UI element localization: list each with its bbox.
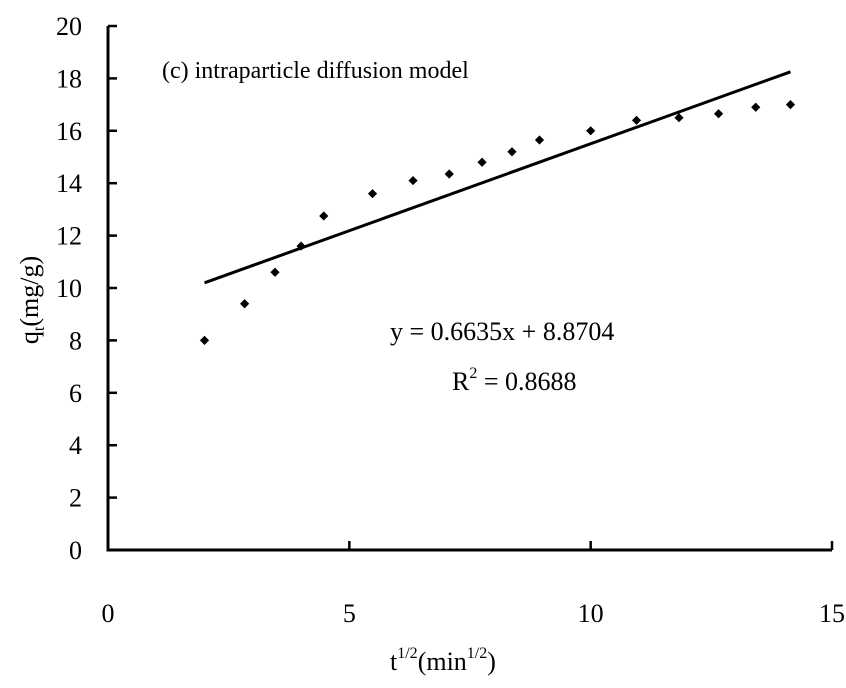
y-tick-label: 4 <box>69 431 82 460</box>
y-tick-label: 12 <box>56 222 82 251</box>
x-axis-title-sup: 1/2 <box>397 645 417 662</box>
y-axis-ticks: 0 2 4 6 8 10 12 14 16 18 20 <box>56 12 117 565</box>
x-tick-label: 5 <box>343 599 356 628</box>
x-axis-title-unit-close: ) <box>487 647 496 676</box>
y-tick-label: 14 <box>56 169 82 198</box>
r-squared-value: = 0.8688 <box>477 367 576 396</box>
data-point <box>477 157 487 167</box>
x-axis-title-unit-sup: 1/2 <box>467 645 487 662</box>
data-point <box>408 175 418 186</box>
data-point <box>785 100 796 110</box>
y-tick-label: 0 <box>69 536 82 565</box>
data-point <box>296 241 306 251</box>
y-axis-title-unit: (mg/g) <box>15 256 44 327</box>
x-tick-label: 0 <box>102 599 115 628</box>
data-point <box>507 147 517 157</box>
data-point <box>270 267 280 277</box>
data-point <box>319 211 329 221</box>
data-point <box>444 169 454 179</box>
data-point <box>367 189 378 199</box>
x-axis-title: t1/2(min1/2) <box>390 645 496 676</box>
data-point <box>239 299 250 309</box>
data-point <box>674 113 684 123</box>
y-tick-label: 6 <box>69 379 82 408</box>
data-point <box>751 102 761 112</box>
y-tick-label: 18 <box>56 64 82 93</box>
r-squared-r: R <box>452 367 470 396</box>
data-point <box>586 126 596 136</box>
data-point <box>199 335 210 345</box>
data-points <box>199 100 796 345</box>
data-point <box>713 109 724 119</box>
y-tick-label: 8 <box>69 326 82 355</box>
x-tick-label: 10 <box>578 599 604 628</box>
data-point <box>631 115 642 125</box>
trendline-group <box>204 70 791 285</box>
trendline <box>204 70 791 285</box>
y-tick-label: 10 <box>56 274 82 303</box>
r-squared-label: R2 = 0.8688 <box>452 365 577 396</box>
y-tick-label: 2 <box>69 484 82 513</box>
r-squared-sup: 2 <box>469 365 477 382</box>
y-axis-title-base: q <box>15 331 44 344</box>
chart-title: (c) intraparticle diffusion model <box>162 58 469 84</box>
x-axis-title-unit-open: (min <box>418 647 467 676</box>
y-axis-title: qt(mg/g) <box>15 256 48 344</box>
data-point <box>534 135 545 145</box>
y-tick-label: 20 <box>56 12 82 41</box>
x-axis-ticks: 0 5 10 15 <box>102 541 845 628</box>
y-tick-label: 16 <box>56 117 82 146</box>
fit-equation: y = 0.6635x + 8.8704 <box>390 317 614 346</box>
axes <box>106 26 832 552</box>
y-axis-title-sub: t <box>31 326 48 331</box>
x-tick-label: 15 <box>819 599 845 628</box>
x-axis-title-base: t <box>390 647 398 676</box>
